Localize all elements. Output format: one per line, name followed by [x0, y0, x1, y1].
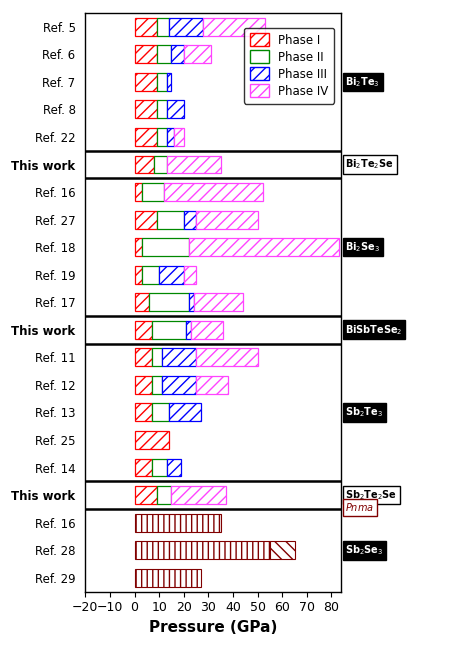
Text: Sb$_2$Te$_2$Se: Sb$_2$Te$_2$Se — [346, 488, 397, 502]
Bar — [189, 293, 193, 311]
Bar — [142, 266, 159, 283]
Bar — [166, 73, 172, 91]
Bar — [191, 321, 223, 339]
Text: Sb$_2$Te$_3$: Sb$_2$Te$_3$ — [346, 406, 383, 419]
Bar — [135, 541, 270, 559]
Bar — [135, 73, 157, 91]
Bar — [157, 18, 169, 36]
Bar — [135, 46, 157, 63]
Bar — [152, 459, 166, 476]
Bar — [135, 266, 142, 283]
Bar — [135, 459, 152, 476]
Bar — [184, 46, 211, 63]
Bar — [135, 238, 142, 256]
Bar — [184, 211, 196, 229]
Bar — [162, 348, 196, 367]
Bar — [157, 73, 166, 91]
Bar — [166, 101, 184, 118]
Bar — [193, 293, 243, 311]
Text: BiSbTeSe$_2$: BiSbTeSe$_2$ — [346, 323, 403, 337]
Bar — [135, 321, 152, 339]
Bar — [162, 376, 196, 394]
Bar — [135, 348, 152, 367]
Bar — [172, 46, 184, 63]
Bar — [135, 211, 157, 229]
Bar — [152, 376, 162, 394]
Bar — [149, 293, 189, 311]
Bar — [135, 18, 157, 36]
Text: Bi$_2$Te$_2$Se: Bi$_2$Te$_2$Se — [346, 157, 394, 172]
Bar — [142, 238, 189, 256]
Bar — [196, 211, 257, 229]
Bar — [270, 541, 294, 559]
Bar — [184, 266, 196, 283]
Text: Bi$_2$Se$_3$: Bi$_2$Se$_3$ — [346, 240, 381, 254]
Text: Sb$_2$Se$_3$: Sb$_2$Se$_3$ — [346, 543, 383, 557]
Bar — [166, 155, 221, 174]
X-axis label: Pressure (GPa): Pressure (GPa) — [149, 620, 277, 635]
Bar — [135, 376, 152, 394]
Bar — [152, 321, 186, 339]
Bar — [166, 459, 181, 476]
Text: $Pnma$: $Pnma$ — [346, 502, 374, 514]
Bar — [157, 46, 172, 63]
Bar — [135, 404, 152, 421]
Legend: Phase I, Phase II, Phase III, Phase IV: Phase I, Phase II, Phase III, Phase IV — [244, 27, 334, 103]
Bar — [157, 486, 172, 504]
Bar — [186, 321, 191, 339]
Bar — [135, 101, 157, 118]
Bar — [152, 404, 169, 421]
Bar — [135, 155, 154, 174]
Bar — [196, 348, 257, 367]
Bar — [172, 486, 226, 504]
Bar — [142, 183, 164, 201]
Bar — [169, 404, 201, 421]
Bar — [166, 128, 174, 146]
Bar — [135, 486, 157, 504]
Bar — [135, 183, 142, 201]
Bar — [189, 238, 339, 256]
Bar — [159, 266, 184, 283]
Bar — [135, 514, 221, 532]
Text: Bi$_2$Te$_3$: Bi$_2$Te$_3$ — [346, 75, 380, 89]
Bar — [196, 376, 228, 394]
Bar — [157, 211, 184, 229]
Bar — [135, 128, 157, 146]
Bar — [135, 293, 149, 311]
Bar — [164, 183, 263, 201]
Bar — [157, 128, 166, 146]
Bar — [135, 569, 201, 587]
Bar — [169, 18, 203, 36]
Bar — [203, 18, 265, 36]
Bar — [152, 348, 162, 367]
Bar — [157, 101, 166, 118]
Bar — [174, 128, 184, 146]
Bar — [154, 155, 166, 174]
Bar — [135, 431, 169, 449]
